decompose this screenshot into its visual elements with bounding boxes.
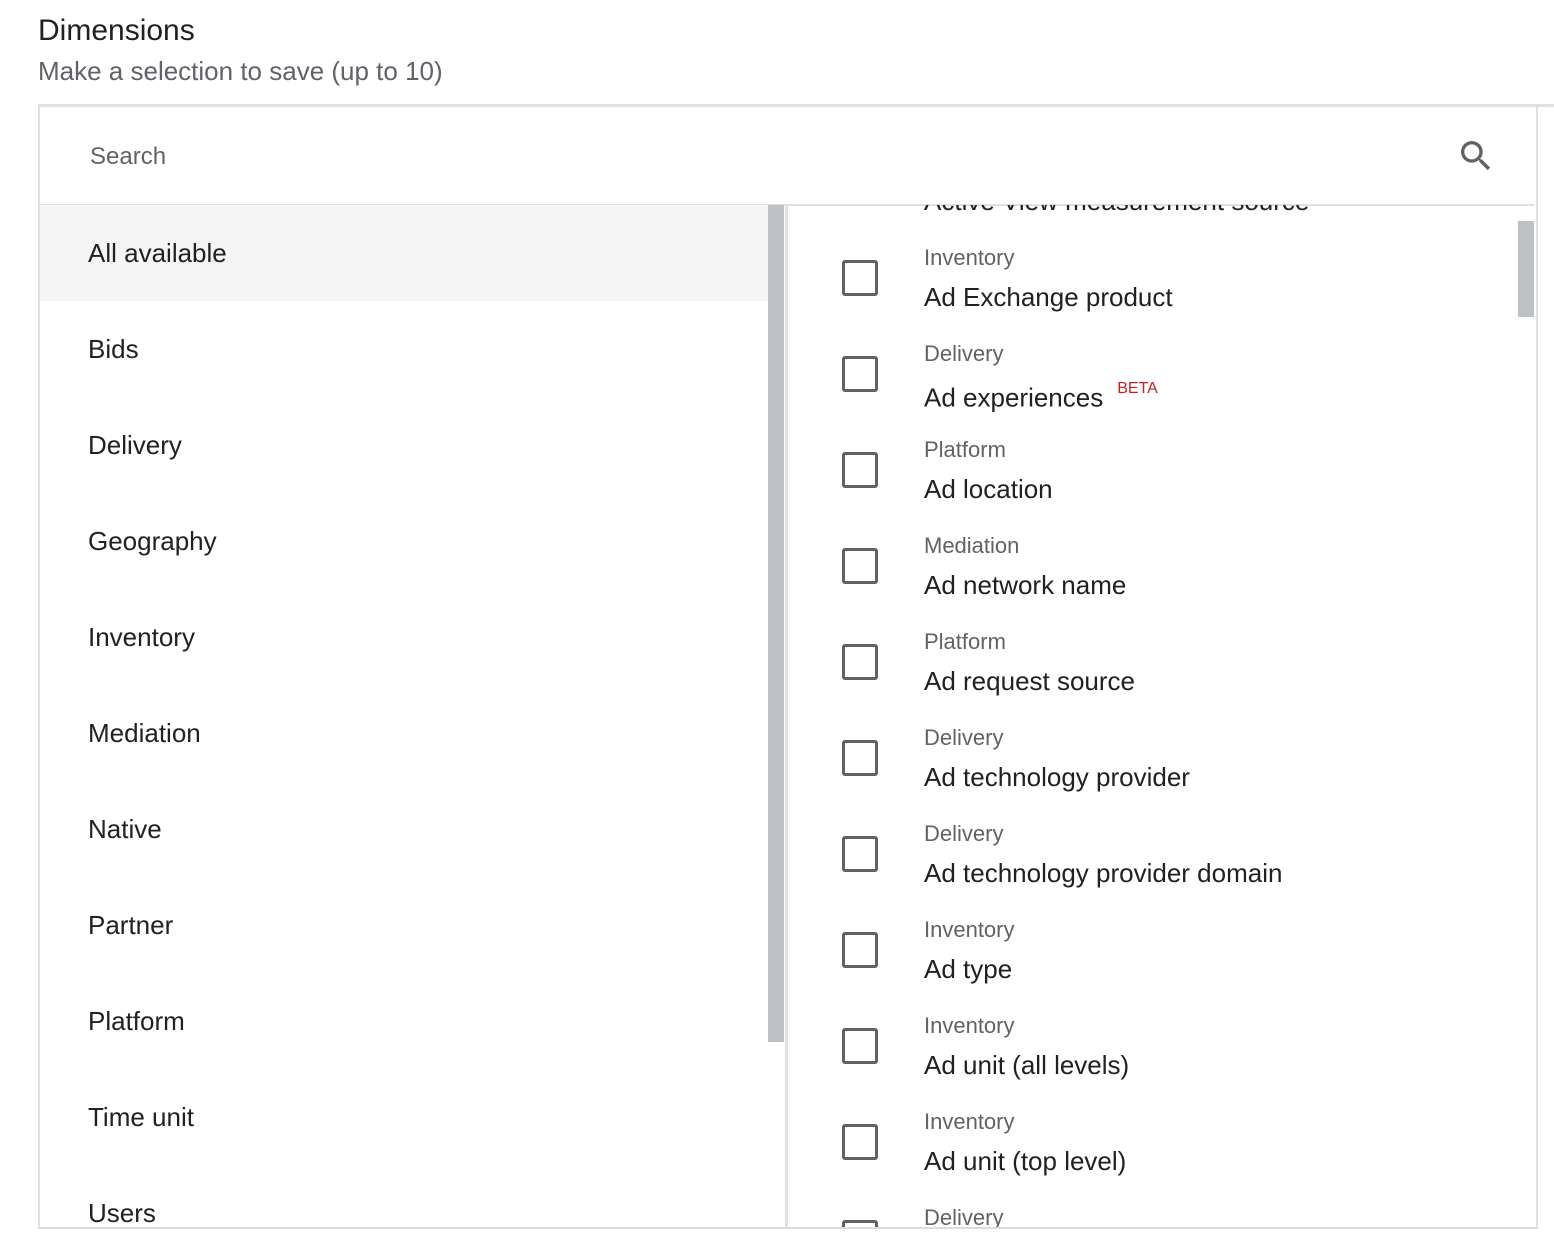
- dimension-name: Ad experiences BETA: [924, 378, 1158, 413]
- page-title: Dimensions: [38, 14, 195, 47]
- dimension-category: Inventory: [924, 245, 1015, 270]
- dimension-scrollbar[interactable]: [1518, 221, 1534, 317]
- search-icon[interactable]: [1456, 136, 1496, 176]
- dimension-name-text: Active View measurement source: [924, 205, 1309, 216]
- dimension-name: Active View measurement source: [924, 205, 1309, 216]
- category-item-time-unit[interactable]: Time unit: [88, 1102, 194, 1132]
- dimension-name-text: Ad technology provider: [924, 762, 1190, 792]
- dimension-category: Platform: [924, 437, 1006, 462]
- dimension-name: Ad Exchange product: [924, 282, 1173, 312]
- dimension-name-text: Ad type: [924, 954, 1013, 984]
- dimension-name: Ad request source: [924, 666, 1135, 696]
- dimension-name: Ad unit (all levels): [924, 1050, 1129, 1080]
- checkbox[interactable]: [842, 644, 878, 680]
- dimension-name-text: Ad Exchange product: [924, 282, 1173, 312]
- dimension-category: Platform: [924, 629, 1006, 654]
- dimension-name: Ad network name: [924, 570, 1126, 600]
- dimension-name: Ad technology provider: [924, 762, 1190, 792]
- dimension-item[interactable]: Inventory Ad Exchange product: [788, 210, 1534, 312]
- dimension-name-text: Ad unit (all levels): [924, 1050, 1130, 1080]
- category-item-geography[interactable]: Geography: [88, 526, 217, 556]
- category-item-native[interactable]: Native: [88, 814, 162, 844]
- dimension-category: Delivery: [924, 821, 1004, 846]
- dimension-name: Ad technology provider domain: [924, 858, 1282, 888]
- category-item-partner[interactable]: Partner: [88, 910, 174, 940]
- dimension-item[interactable]: Platform Ad location: [788, 402, 1534, 504]
- checkbox[interactable]: [842, 1220, 878, 1227]
- dimension-item[interactable]: Delivery: [788, 1170, 1534, 1227]
- dimension-item[interactable]: Active View measurement source: [788, 205, 1534, 216]
- dimension-item[interactable]: Delivery Ad technology provider domain: [788, 786, 1534, 888]
- dimension-category: Delivery: [924, 1205, 1004, 1228]
- panel-divider: [785, 205, 788, 1227]
- dimension-name-text: Ad request source: [924, 666, 1136, 696]
- dimension-name-text: Ad network name: [924, 570, 1127, 600]
- dimension-name-text: Ad experiences: [924, 382, 1104, 413]
- dimension-name-text: Ad location: [924, 474, 1053, 504]
- dimension-category: Inventory: [924, 1109, 1015, 1134]
- dimension-picker: [38, 105, 1538, 1229]
- divider: [38, 104, 1554, 107]
- dimension-item[interactable]: Inventory Ad unit (top level): [788, 1074, 1534, 1176]
- search-bar: [40, 108, 1534, 206]
- checkbox[interactable]: [842, 260, 878, 296]
- dimension-item[interactable]: Mediation Ad network name: [788, 498, 1534, 600]
- search-input[interactable]: [88, 136, 1392, 178]
- category-scrollbar[interactable]: [768, 205, 784, 1042]
- checkbox[interactable]: [842, 1028, 878, 1064]
- dimension-name: Ad type: [924, 954, 1012, 984]
- beta-badge: BETA: [1117, 380, 1158, 397]
- dimension-item[interactable]: Inventory Ad type: [788, 882, 1534, 984]
- category-item-platform[interactable]: Platform: [88, 1006, 185, 1036]
- category-list: All available Bids Delivery Geography Invent…: [40, 205, 768, 1227]
- dimension-name: Ad unit (top level): [924, 1146, 1126, 1176]
- dimension-category: Inventory: [924, 917, 1015, 942]
- checkbox[interactable]: [842, 548, 878, 584]
- dimension-item[interactable]: Platform Ad request source: [788, 594, 1534, 696]
- category-item-users[interactable]: Users: [88, 1198, 156, 1227]
- dimension-category: Inventory: [924, 1013, 1015, 1038]
- page-subtitle: Make a selection to save (up to 10): [38, 56, 443, 86]
- checkbox[interactable]: [842, 1124, 878, 1160]
- dimension-list: Active View measurement source Inventory…: [788, 205, 1534, 1227]
- category-item-inventory[interactable]: Inventory: [88, 622, 195, 652]
- category-item-bids[interactable]: Bids: [88, 334, 139, 364]
- dimension-category: Mediation: [924, 533, 1020, 558]
- checkbox[interactable]: [842, 836, 878, 872]
- checkbox[interactable]: [842, 740, 878, 776]
- dimension-name-text: Ad technology provider domain: [924, 858, 1283, 888]
- dimension-category: Delivery: [924, 725, 1004, 750]
- checkbox[interactable]: [842, 932, 878, 968]
- dimension-item[interactable]: Delivery Ad technology provider: [788, 690, 1534, 792]
- checkbox[interactable]: [842, 452, 878, 488]
- category-item-all-available[interactable]: All available: [40, 205, 768, 301]
- category-item-mediation[interactable]: Mediation: [88, 718, 201, 748]
- dimension-name-text: Ad unit (top level): [924, 1146, 1127, 1176]
- dimension-item[interactable]: Delivery Ad experiences BETA: [788, 306, 1534, 413]
- dimension-name: Ad location: [924, 474, 1053, 504]
- dimension-item[interactable]: Inventory Ad unit (all levels): [788, 978, 1534, 1080]
- dimension-category: Delivery: [924, 341, 1004, 366]
- checkbox[interactable]: [842, 356, 878, 392]
- category-item-delivery[interactable]: Delivery: [88, 430, 182, 460]
